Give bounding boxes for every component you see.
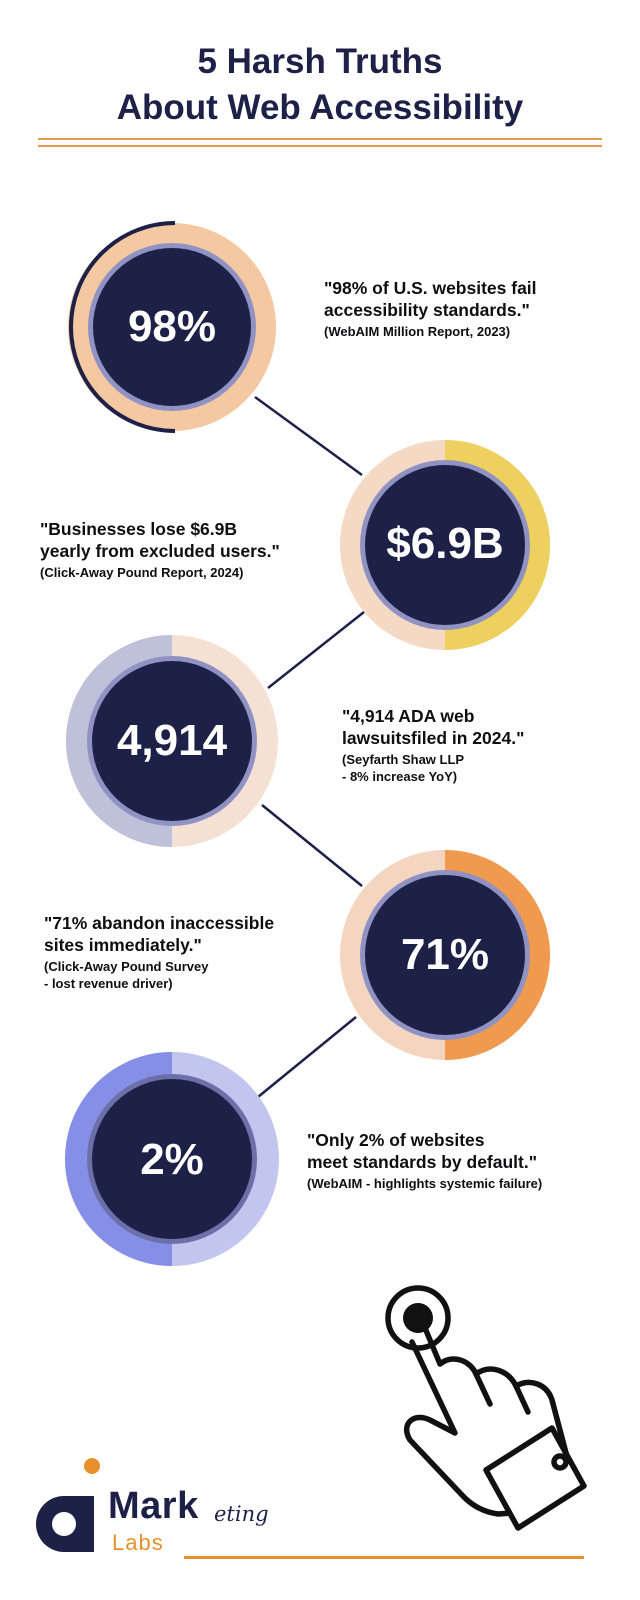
fact-3: "4,914 ADA web lawsuitsfiled in 2024." (… bbox=[342, 705, 524, 785]
fact-5-quote: "Only 2% of websites meet standards by d… bbox=[307, 1129, 542, 1173]
stat-value-1: 98% bbox=[127, 302, 217, 351]
fact-4-source-line-2: - lost revenue driver) bbox=[44, 976, 173, 991]
logo-eting-text: eting bbox=[214, 1502, 269, 1526]
fact-3-quote-line-1: "4,914 ADA web bbox=[342, 706, 475, 726]
stat-circle-98 bbox=[68, 221, 276, 433]
footer-divider bbox=[184, 1556, 584, 1559]
fact-5-source-line-1: (WebAIM - highlights systemic failure) bbox=[307, 1176, 543, 1191]
stat-value-2: $6.9B bbox=[386, 519, 504, 568]
stat-value-5: 2% bbox=[140, 1135, 204, 1184]
connector-lines bbox=[254, 395, 365, 1098]
fact-1-quote-line-1: "98% of U.S. websites fail bbox=[324, 278, 537, 298]
fact-2: "Businesses lose $6.9B yearly from exclu… bbox=[40, 518, 280, 581]
fact-2-source: (Click-Away Pound Report, 2024) bbox=[40, 564, 280, 581]
connector-3-4 bbox=[261, 804, 363, 887]
fact-4-quote: "71% abandon inaccessible sites immediat… bbox=[44, 912, 274, 956]
fact-4-source-line-1: (Click-Away Pound Survey bbox=[44, 959, 209, 974]
title-divider-top bbox=[38, 138, 602, 140]
stat-value-3: 4,914 bbox=[116, 716, 228, 765]
fact-5: "Only 2% of websites meet standards by d… bbox=[307, 1129, 542, 1192]
fact-4: "71% abandon inaccessible sites immediat… bbox=[44, 912, 274, 992]
page-title-line-1: 5 Harsh Truths bbox=[197, 42, 443, 81]
connector-2-3 bbox=[267, 611, 365, 689]
stat-circle-71 bbox=[340, 850, 550, 1060]
fact-3-source-line-1: (Seyfarth Shaw LLP bbox=[342, 752, 465, 767]
connector-4-5 bbox=[257, 1016, 357, 1098]
fact-5-source: (WebAIM - highlights systemic failure) bbox=[307, 1175, 542, 1192]
fact-4-quote-line-2: sites immediately." bbox=[44, 935, 202, 955]
stat-circle-4914 bbox=[66, 635, 278, 847]
pointing-hand-icon bbox=[385, 1285, 587, 1531]
circle-1-arc bbox=[69, 221, 176, 433]
fact-3-quote: "4,914 ADA web lawsuitsfiled in 2024." bbox=[342, 705, 524, 749]
stat-circle-6-9b bbox=[340, 440, 550, 650]
fact-4-quote-line-1: "71% abandon inaccessible bbox=[44, 913, 275, 933]
fact-2-source-line-1: (Click-Away Pound Report, 2024) bbox=[40, 565, 244, 580]
fact-1-quote: "98% of U.S. websites fail accessibility… bbox=[324, 277, 537, 321]
fact-2-quote-line-1: "Businesses lose $6.9B bbox=[40, 519, 238, 539]
fact-2-quote-line-2: yearly from excluded users." bbox=[40, 541, 280, 561]
connector-1-2 bbox=[254, 395, 363, 477]
fact-1-quote-line-2: accessibility standards." bbox=[324, 300, 530, 320]
logo-labs-text: Labs bbox=[112, 1530, 164, 1555]
fact-1-source: (WebAIM Million Report, 2023) bbox=[324, 323, 537, 340]
stat-value-4: 71% bbox=[400, 930, 490, 979]
logo-mark-text: Mark bbox=[108, 1485, 199, 1527]
stat-circle-2 bbox=[65, 1052, 279, 1266]
fact-5-quote-line-1: "Only 2% of websites bbox=[307, 1130, 485, 1150]
fact-3-source: (Seyfarth Shaw LLP - 8% increase YoY) bbox=[342, 751, 524, 785]
fact-2-quote: "Businesses lose $6.9B yearly from exclu… bbox=[40, 518, 280, 562]
page-title-line-2: About Web Accessibility bbox=[116, 88, 524, 127]
fact-1: "98% of U.S. websites fail accessibility… bbox=[324, 277, 537, 340]
marketing-labs-logo-icon bbox=[36, 1458, 100, 1552]
fact-4-source: (Click-Away Pound Survey - lost revenue … bbox=[44, 958, 274, 992]
fact-3-quote-line-2: lawsuitsfiled in 2024." bbox=[342, 728, 525, 748]
fact-1-source-line-1: (WebAIM Million Report, 2023) bbox=[324, 324, 511, 339]
fact-5-quote-line-2: meet standards by default." bbox=[307, 1152, 538, 1172]
title-divider-bottom bbox=[38, 145, 602, 147]
fact-3-source-line-2: - 8% increase YoY) bbox=[342, 769, 458, 784]
